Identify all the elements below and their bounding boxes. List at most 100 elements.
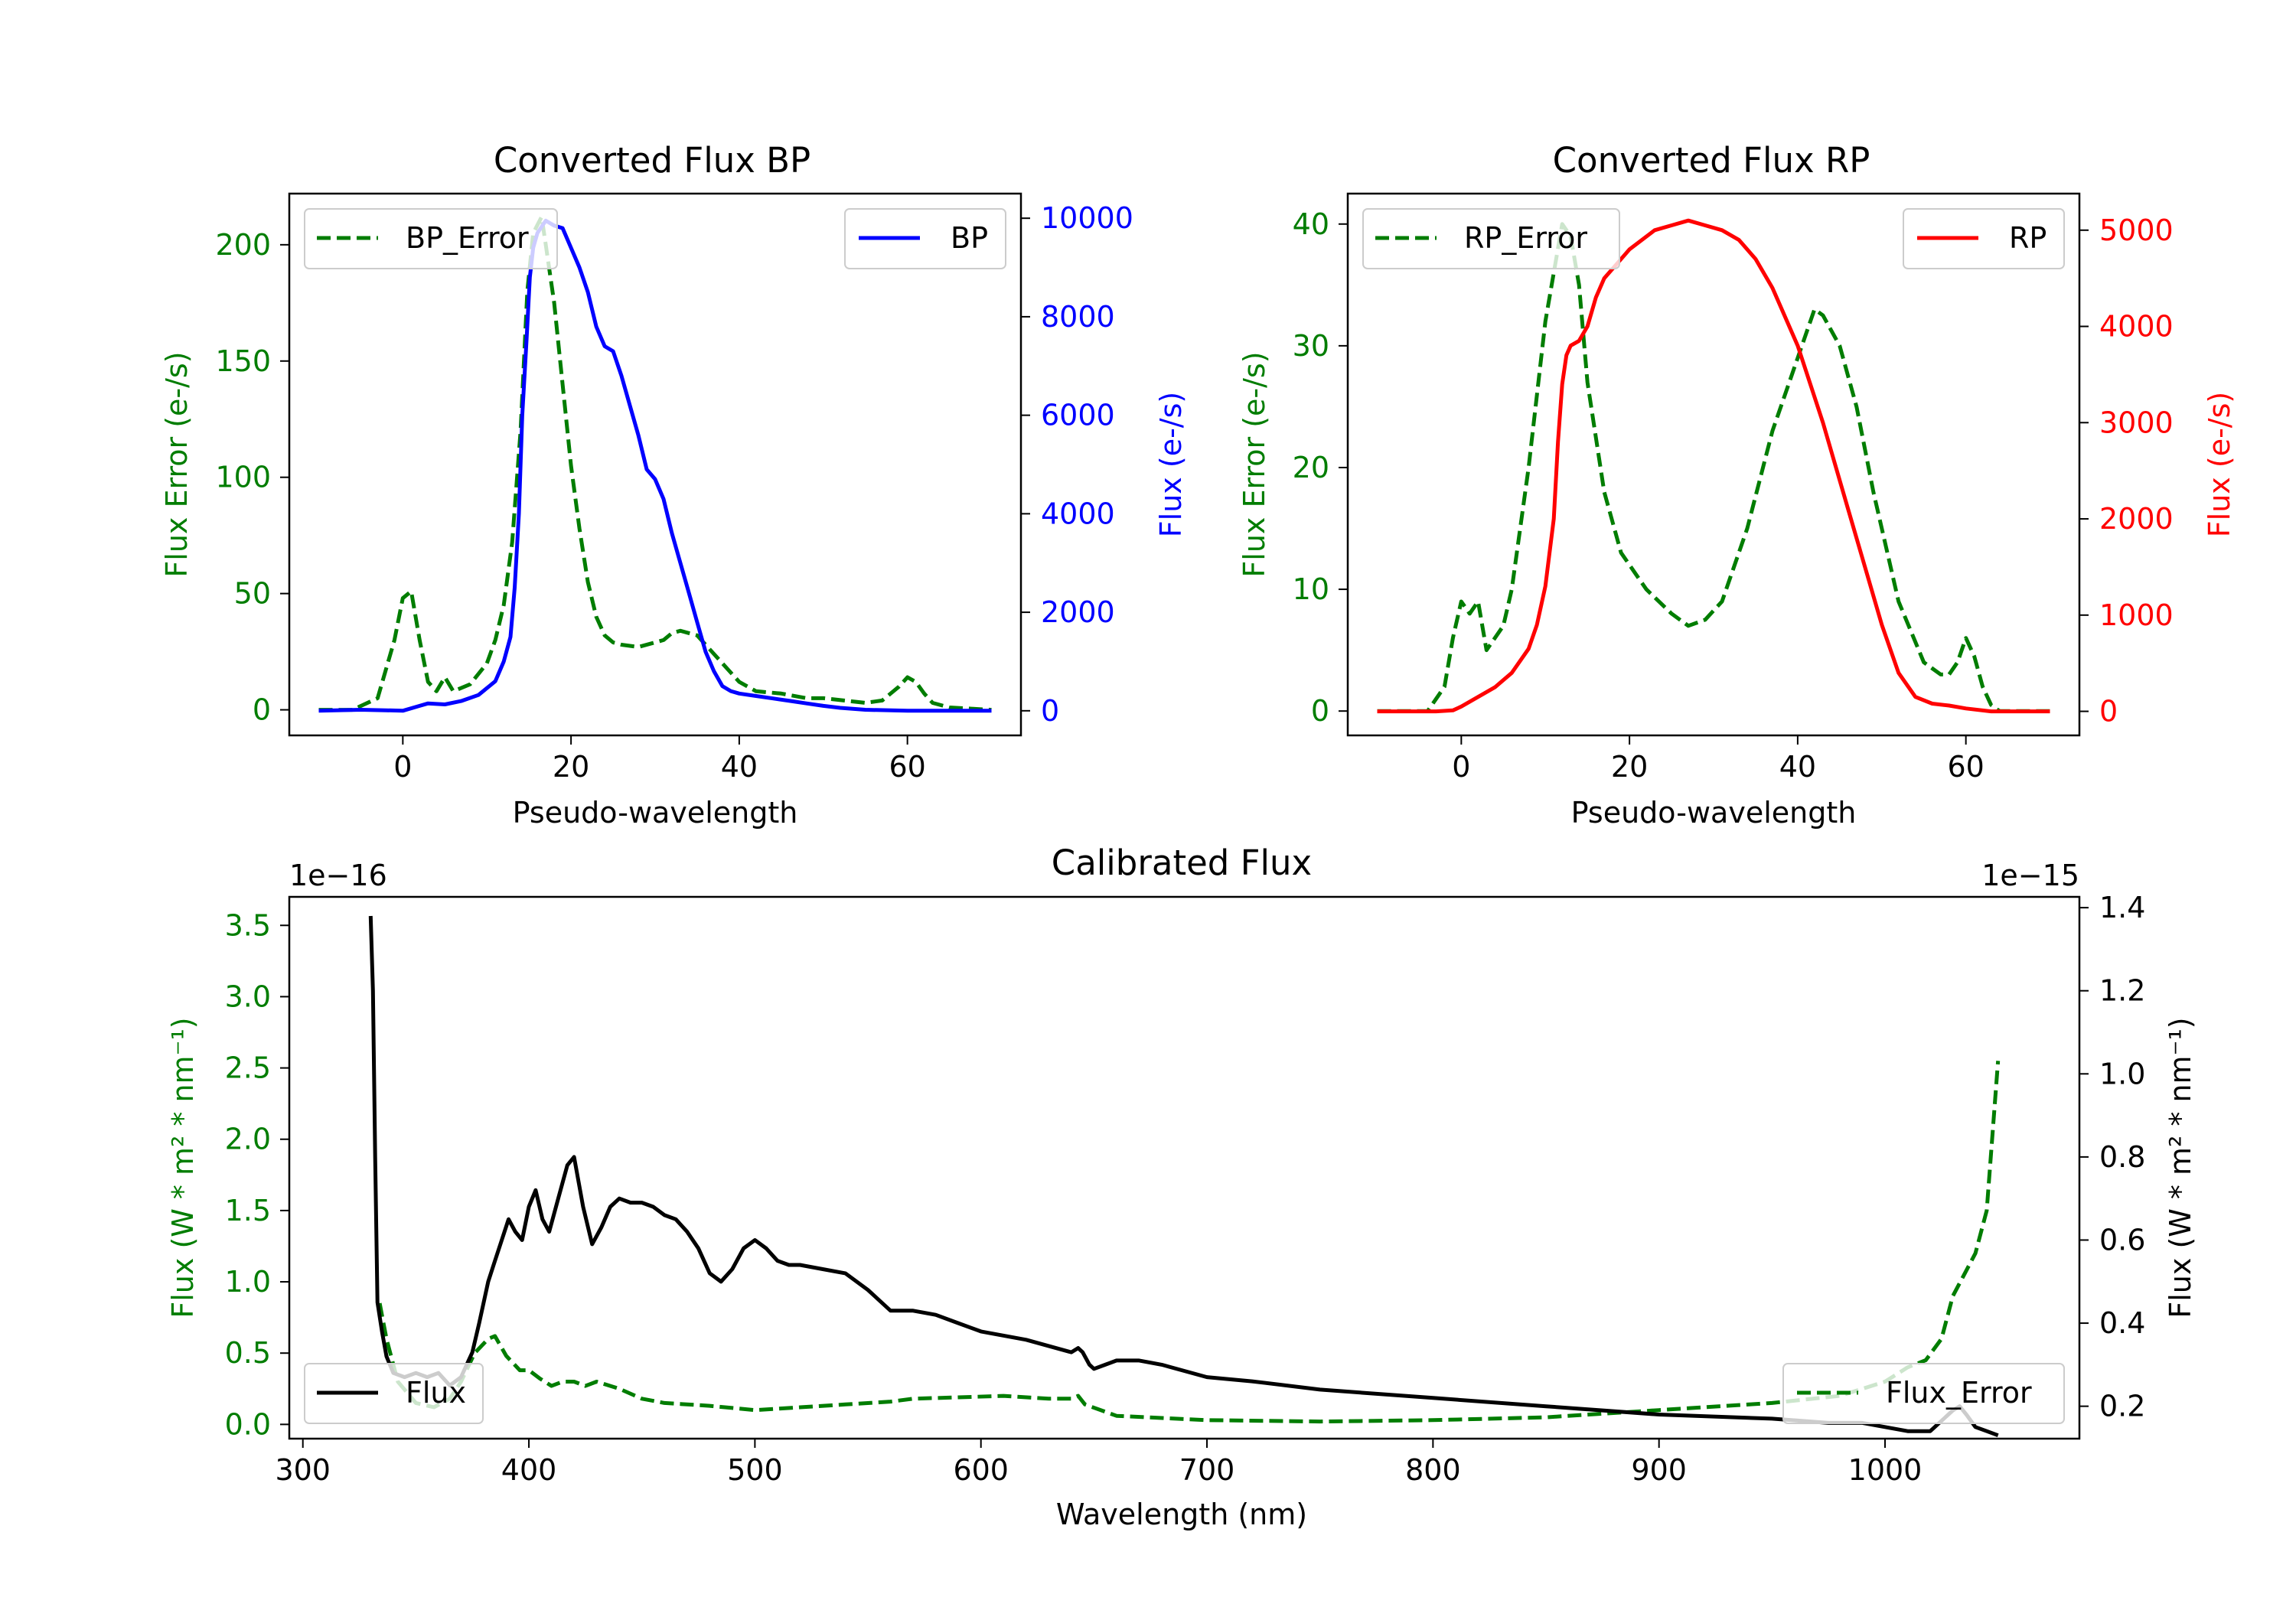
rp-x-label: Pseudo-wavelength [1571,796,1857,830]
series-rp-line [1377,218,2050,714]
right-y-tick-label: 5000 [2099,214,2174,247]
series-flux-line [368,915,1999,1438]
calibrated-legend-flux-label: Flux [406,1376,466,1410]
x-tick-label: 400 [501,1453,557,1487]
x-tick-label: 300 [275,1453,331,1487]
right-y-tick-label: 6000 [1041,399,1115,432]
bp-legend-error-label: BP_Error [406,221,529,255]
calibrated-panel: Calibrated Flux 300 400 500 600 700 800 900 100… [166,843,2197,1531]
left-y-tick-label: 3.5 [225,908,271,942]
rp-legend-flux: RP [1903,208,2065,269]
bp-legend-flux-label: BP [951,221,988,255]
left-y-tick-label: 10 [1293,572,1329,606]
calibrated-left-offset: 1e−16 [289,859,387,892]
right-y-tick-label: 3000 [2099,406,2174,439]
x-tick-label: 40 [1779,750,1816,784]
bp-legend-error: BP_Error [304,208,558,269]
left-y-tick-label: 100 [215,461,271,494]
rp-plot-area [1377,218,2050,714]
left-y-tick-label: 0 [1311,694,1329,728]
left-y-tick-label: 20 [1293,451,1329,484]
series-rp-error-line [1377,222,2050,713]
right-y-tick-label: 0 [2099,695,2118,729]
right-y-tick-label: 0.4 [2099,1306,2145,1340]
calibrated-legend-error: Flux_Error [1782,1363,2065,1424]
left-y-tick-label: 200 [215,228,271,262]
calibrated-left-axis-label: Flux (W * m² * nm⁻¹) [166,1017,200,1318]
calibrated-right-offset: 1e−15 [1981,859,2079,892]
calibrated-x-label: Wavelength (nm) [1056,1498,1307,1531]
rp-frame [1346,192,2081,737]
right-y-tick-label: 1.4 [2099,891,2145,924]
x-tick-label: 800 [1405,1453,1461,1487]
right-y-tick-label: 0.8 [2099,1140,2145,1174]
right-y-tick-label: 4000 [1041,497,1115,530]
x-tick-label: 500 [727,1453,783,1487]
x-tick-label: 0 [393,750,412,784]
bp-x-ticks: 0 20 40 60 [393,735,926,784]
bp-left-axis-label: Flux Error (e-/s) [160,351,194,577]
calibrated-legend-flux: Flux [304,1363,484,1424]
x-tick-label: 60 [889,750,925,784]
calibrated-left-ticks: 0.0 0.5 1.0 1.5 2.0 2.5 3.0 3.5 [225,908,289,1441]
x-tick-label: 20 [553,750,589,784]
x-tick-label: 700 [1179,1453,1235,1487]
calibrated-legend-error-label: Flux_Error [1886,1376,2032,1410]
calibrated-x-ticks: 300 400 500 600 700 800 900 1000 [275,1439,1922,1487]
left-y-tick-label: 0 [253,693,271,727]
rp-right-axis-label: Flux (e-/s) [2203,392,2236,537]
rp-right-ticks: 0 1000 2000 3000 4000 5000 [2079,214,2174,729]
bp-legend-flux: BP [844,208,1006,269]
right-y-tick-label: 1.2 [2099,974,2145,1008]
right-y-tick-label: 10000 [1041,201,1133,235]
right-y-tick-label: 0.6 [2099,1223,2145,1257]
left-y-tick-label: 2.5 [225,1051,271,1085]
rp-left-ticks: 0 10 20 30 40 [1293,207,1348,728]
calibrated-frame [288,895,2081,1440]
bp-plot-area [318,214,992,713]
right-y-tick-label: 2000 [2099,502,2174,536]
rp-x-ticks: 0 20 40 60 [1452,735,1985,784]
right-y-tick-label: 1000 [2099,598,2174,632]
rp-left-axis-label: Flux Error (e-/s) [1238,351,1271,577]
rp-legend-error-label: RP_Error [1464,221,1587,255]
calibrated-title: Calibrated Flux [1052,843,1312,883]
left-y-tick-label: 50 [234,577,271,611]
right-y-tick-label: 0 [1041,694,1059,728]
right-y-tick-label: 1.0 [2099,1057,2145,1090]
right-y-tick-label: 8000 [1041,300,1115,334]
left-y-tick-label: 1.5 [225,1194,271,1227]
bp-right-ticks: 0 2000 4000 6000 8000 10000 [1021,201,1133,728]
right-y-tick-label: 4000 [2099,310,2174,344]
x-tick-label: 600 [953,1453,1009,1487]
bp-panel: Converted Flux BP 0 20 40 60 0 50 100 150 200 0… [160,140,1188,830]
right-y-tick-label: 2000 [1041,595,1115,629]
calibrated-right-ticks: 0.2 0.4 0.6 0.8 1.0 1.2 1.4 [2079,891,2145,1423]
x-tick-label: 60 [1947,750,1984,784]
rp-legend-error: RP_Error [1362,208,1620,269]
bp-left-ticks: 0 50 100 150 200 [215,228,289,727]
right-y-tick-label: 0.2 [2099,1390,2145,1423]
rp-title: Converted Flux RP [1553,140,1870,181]
left-y-tick-label: 3.0 [225,980,271,1013]
left-y-tick-label: 40 [1293,207,1329,241]
left-y-tick-label: 0.0 [225,1407,271,1441]
bp-x-label: Pseudo-wavelength [513,796,798,830]
bp-right-axis-label: Flux (e-/s) [1154,392,1188,537]
calibrated-right-axis-label: Flux (W * m² * nm⁻¹) [2164,1017,2197,1318]
rp-panel: Converted Flux RP 0 20 40 60 0 10 20 30 40 0 100… [1238,140,2236,830]
left-y-tick-label: 0.5 [225,1336,271,1370]
left-y-tick-label: 2.0 [225,1123,271,1156]
series-bp-error-line [318,214,992,712]
x-tick-label: 40 [721,750,758,784]
bp-title: Converted Flux BP [494,140,810,181]
bp-frame [288,192,1022,737]
rp-legend-flux-label: RP [2009,221,2047,255]
left-y-tick-label: 30 [1293,329,1329,363]
x-tick-label: 20 [1611,750,1648,784]
x-tick-label: 1000 [1848,1453,1923,1487]
series-bp-line [318,218,992,713]
left-y-tick-label: 150 [215,344,271,378]
left-y-tick-label: 1.0 [225,1265,271,1299]
